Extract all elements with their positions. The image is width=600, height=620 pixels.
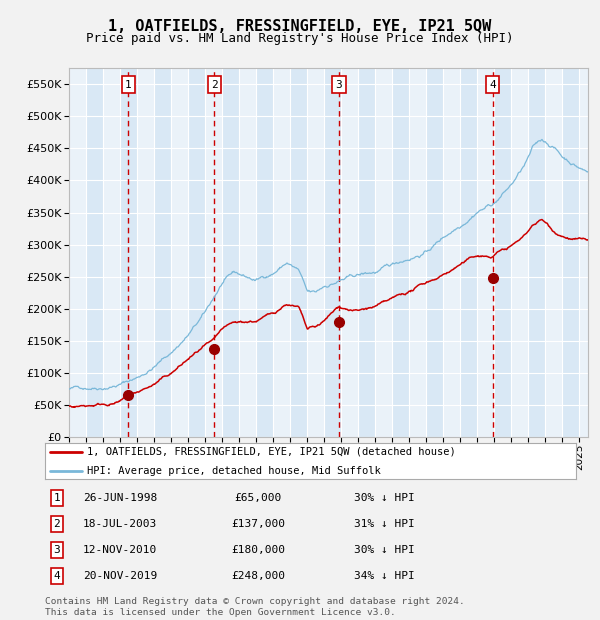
Text: £137,000: £137,000 bbox=[231, 519, 285, 529]
Text: 2: 2 bbox=[53, 519, 61, 529]
Text: £248,000: £248,000 bbox=[231, 571, 285, 581]
Text: 2: 2 bbox=[211, 80, 218, 90]
Bar bbox=[443, 68, 460, 437]
Bar bbox=[137, 68, 154, 437]
Text: 3: 3 bbox=[335, 80, 343, 90]
Bar bbox=[273, 68, 290, 437]
Text: £65,000: £65,000 bbox=[235, 493, 281, 503]
Text: 30% ↓ HPI: 30% ↓ HPI bbox=[353, 545, 415, 555]
Bar bbox=[171, 68, 188, 437]
Text: HPI: Average price, detached house, Mid Suffolk: HPI: Average price, detached house, Mid … bbox=[88, 466, 381, 476]
Text: 31% ↓ HPI: 31% ↓ HPI bbox=[353, 519, 415, 529]
Text: 12-NOV-2010: 12-NOV-2010 bbox=[83, 545, 157, 555]
Text: 3: 3 bbox=[53, 545, 61, 555]
Text: 20-NOV-2019: 20-NOV-2019 bbox=[83, 571, 157, 581]
Bar bbox=[375, 68, 392, 437]
Text: 26-JUN-1998: 26-JUN-1998 bbox=[83, 493, 157, 503]
Text: 34% ↓ HPI: 34% ↓ HPI bbox=[353, 571, 415, 581]
Bar bbox=[69, 68, 86, 437]
Text: Contains HM Land Registry data © Crown copyright and database right 2024.
This d: Contains HM Land Registry data © Crown c… bbox=[45, 598, 465, 617]
Bar bbox=[307, 68, 324, 437]
Bar bbox=[205, 68, 222, 437]
Bar bbox=[478, 68, 494, 437]
Text: 1, OATFIELDS, FRESSINGFIELD, EYE, IP21 5QW: 1, OATFIELDS, FRESSINGFIELD, EYE, IP21 5… bbox=[109, 19, 491, 33]
Text: 4: 4 bbox=[53, 571, 61, 581]
Bar bbox=[580, 68, 588, 437]
Text: £180,000: £180,000 bbox=[231, 545, 285, 555]
Text: 18-JUL-2003: 18-JUL-2003 bbox=[83, 519, 157, 529]
Text: 1, OATFIELDS, FRESSINGFIELD, EYE, IP21 5QW (detached house): 1, OATFIELDS, FRESSINGFIELD, EYE, IP21 5… bbox=[88, 446, 456, 457]
Text: 30% ↓ HPI: 30% ↓ HPI bbox=[353, 493, 415, 503]
Bar bbox=[239, 68, 256, 437]
Text: 1: 1 bbox=[53, 493, 61, 503]
Bar bbox=[103, 68, 120, 437]
Text: 4: 4 bbox=[489, 80, 496, 90]
Bar bbox=[545, 68, 562, 437]
Bar bbox=[409, 68, 427, 437]
Bar bbox=[511, 68, 529, 437]
Bar bbox=[341, 68, 358, 437]
Text: Price paid vs. HM Land Registry's House Price Index (HPI): Price paid vs. HM Land Registry's House … bbox=[86, 32, 514, 45]
Text: 1: 1 bbox=[125, 80, 132, 90]
